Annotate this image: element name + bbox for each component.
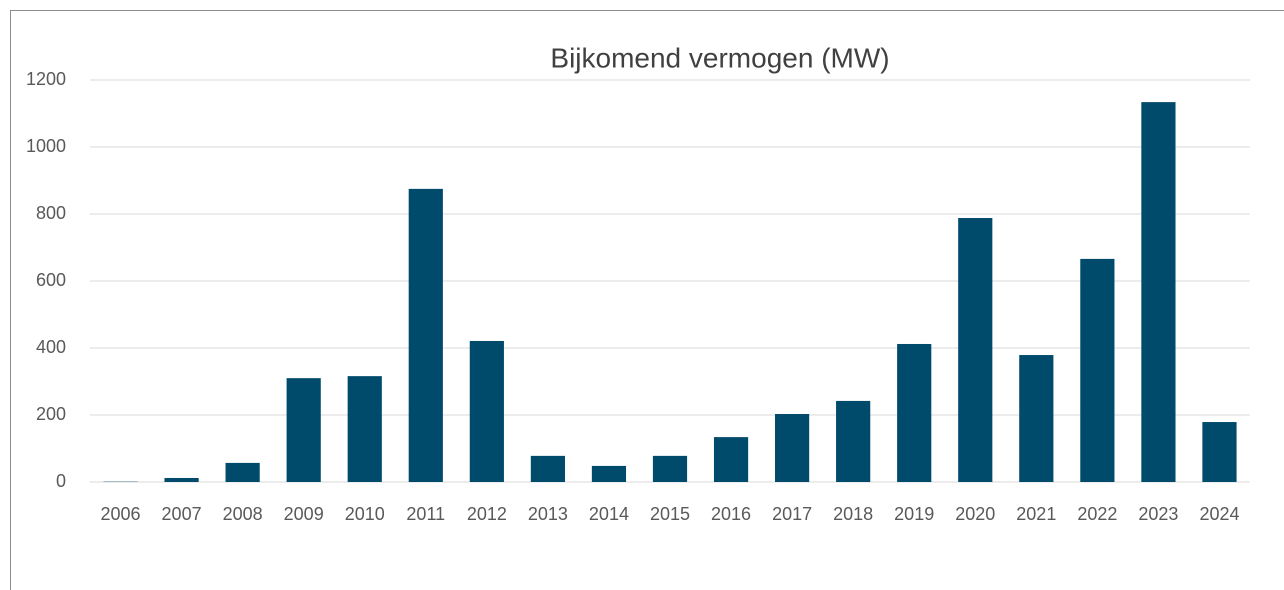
x-tick-label: 2022 xyxy=(1077,504,1117,524)
bar xyxy=(1141,102,1176,483)
y-tick-label: 600 xyxy=(36,270,66,290)
bar xyxy=(958,218,993,482)
bar xyxy=(225,462,260,482)
x-tick-label: 2009 xyxy=(284,504,324,524)
bar xyxy=(836,400,871,482)
x-tick-label: 2006 xyxy=(101,504,141,524)
bar xyxy=(1202,422,1237,482)
x-tick-label: 2014 xyxy=(589,504,629,524)
x-tick-label: 2012 xyxy=(467,504,507,524)
bar xyxy=(164,477,199,482)
y-tick-label: 200 xyxy=(36,404,66,424)
x-tick-label: 2019 xyxy=(894,504,934,524)
chart-title: Bijkomend vermogen (MW) xyxy=(550,42,889,73)
y-tick-label: 1200 xyxy=(26,69,66,89)
bar xyxy=(530,455,565,482)
x-tick-label: 2021 xyxy=(1016,504,1056,524)
x-tick-label: 2016 xyxy=(711,504,751,524)
bar xyxy=(469,340,504,482)
x-tick-label: 2007 xyxy=(162,504,202,524)
x-tick-label: 2011 xyxy=(406,504,445,524)
bar xyxy=(408,188,443,482)
x-tick-label: 2017 xyxy=(772,504,812,524)
x-tick-label: 2023 xyxy=(1138,504,1178,524)
chart-border xyxy=(10,10,1284,590)
bar xyxy=(286,378,321,482)
bar xyxy=(591,465,627,482)
bar xyxy=(1019,355,1054,482)
bar xyxy=(347,376,382,482)
bar xyxy=(1080,258,1115,482)
x-tick-label: 2013 xyxy=(528,504,568,524)
x-tick-label: 2015 xyxy=(650,504,690,524)
y-tick-label: 400 xyxy=(36,337,66,357)
y-tick-label: 1000 xyxy=(26,136,66,156)
y-tick-label: 0 xyxy=(56,471,66,491)
y-tick-label: 800 xyxy=(36,203,66,223)
x-tick-label: 2018 xyxy=(833,504,873,524)
x-tick-label: 2020 xyxy=(955,504,995,524)
bar xyxy=(897,343,932,482)
x-tick-label: 2010 xyxy=(345,504,385,524)
bar xyxy=(775,413,810,482)
bar xyxy=(713,437,749,482)
bar xyxy=(652,455,688,482)
x-tick-label: 2008 xyxy=(223,504,263,524)
x-tick-label: 2024 xyxy=(1199,504,1239,524)
